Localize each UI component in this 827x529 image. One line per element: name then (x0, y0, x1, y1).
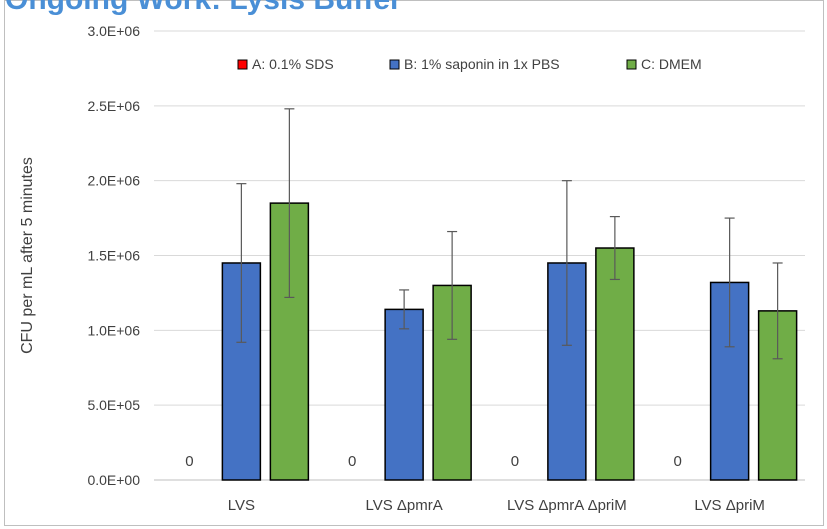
legend-swatch (626, 59, 637, 70)
category-label: LVS ΔpmrA ΔpriM (507, 497, 627, 514)
x-axis-categories: LVS LVS ΔpmrA LVS ΔpmrA ΔpriM LVS ΔpriM (228, 497, 765, 514)
legend: A: 0.1% SDS B: 1% saponin in 1x PBS C: DME… (237, 56, 702, 72)
y-axis-ticks: 0.0E+00 5.0E+05 1.0E+06 1.5E+06 2.0E+06 2.5E+… (87, 23, 140, 488)
bar-LVS-series-2 (269, 202, 310, 481)
y-tick-label: 5.0E+05 (87, 397, 140, 413)
category-label: LVS (228, 497, 255, 514)
y-tick-label: 0.0E+00 (87, 472, 140, 488)
category-label: LVS ΔpmrA (365, 497, 442, 514)
zero-labels: 0 0 0 0 (185, 453, 682, 470)
y-tick-label: 1.5E+06 (87, 248, 140, 264)
bar-LVS-series-1 (221, 262, 262, 481)
data-label-zero: 0 (185, 453, 193, 470)
bar-LVS-ΔpriM-series-2 (757, 310, 798, 481)
category-label: LVS ΔpriM (694, 497, 765, 514)
legend-label: C: DMEM (641, 56, 702, 72)
legend-swatch (389, 59, 400, 70)
gridlines (154, 30, 805, 481)
bars (221, 202, 798, 481)
y-tick-label: 1.0E+06 (87, 322, 140, 338)
y-tick-label: 2.5E+06 (87, 98, 140, 114)
legend-swatch (237, 59, 248, 70)
bar-LVS-ΔpmrA-ΔpriM-series-2 (595, 247, 635, 481)
y-axis-label: CFU per mL after 5 minutes (19, 157, 36, 354)
y-tick-label: 2.0E+06 (87, 173, 140, 189)
chart-title-clipped: Ongoing Work: Lysis Buffer (5, 0, 402, 17)
error-bars (236, 108, 783, 360)
bar-LVS-ΔpmrA-series-1 (384, 308, 424, 481)
legend-label: A: 0.1% SDS (252, 56, 334, 72)
legend-label: B: 1% saponin in 1x PBS (404, 56, 560, 72)
data-label-zero: 0 (673, 453, 681, 470)
y-tick-label: 3.0E+06 (87, 23, 140, 39)
data-label-zero: 0 (511, 453, 519, 470)
data-label-zero: 0 (348, 453, 356, 470)
